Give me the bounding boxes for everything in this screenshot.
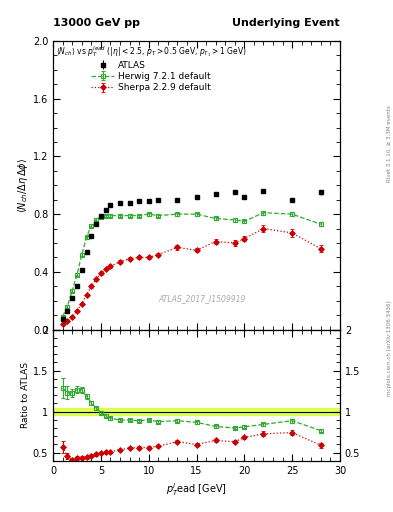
X-axis label: $p_T^l$ead [GeV]: $p_T^l$ead [GeV]: [166, 481, 227, 498]
Y-axis label: Ratio to ATLAS: Ratio to ATLAS: [21, 362, 30, 428]
Text: Rivet 3.1.10, ≥ 3.3M events: Rivet 3.1.10, ≥ 3.3M events: [387, 105, 392, 182]
Text: ATLAS_2017_I1509919: ATLAS_2017_I1509919: [158, 294, 246, 304]
Y-axis label: $\langle N_{ch}/ \Delta\eta\, \Delta\phi \rangle$: $\langle N_{ch}/ \Delta\eta\, \Delta\phi…: [16, 158, 30, 213]
Text: 13000 GeV pp: 13000 GeV pp: [53, 18, 140, 28]
Text: Underlying Event: Underlying Event: [232, 18, 340, 28]
Legend: ATLAS, Herwig 7.2.1 default, Sherpa 2.2.9 default: ATLAS, Herwig 7.2.1 default, Sherpa 2.2.…: [56, 44, 246, 92]
Bar: [53, 408, 340, 415]
Text: mcplots.cern.ch [arXiv:1306.3436]: mcplots.cern.ch [arXiv:1306.3436]: [387, 301, 392, 396]
